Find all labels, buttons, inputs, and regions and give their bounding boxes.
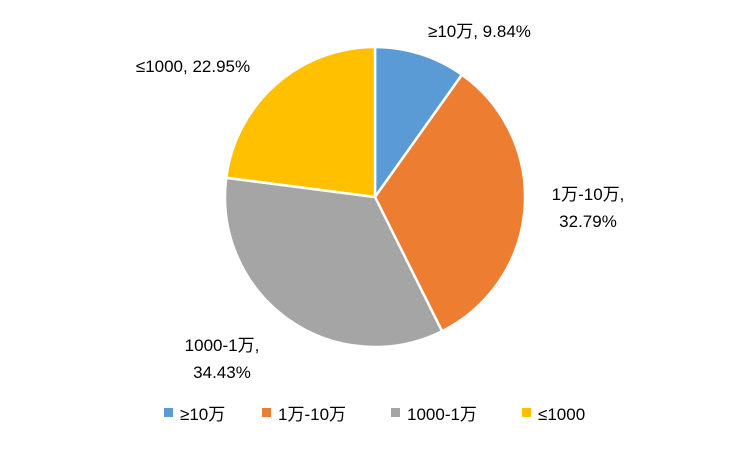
data-label-1: 1万-10万, 32.79% xyxy=(552,185,625,231)
pie-slice-3 xyxy=(224,45,377,199)
legend-label-3: ≤1000 xyxy=(538,405,585,424)
pie-slice-0 xyxy=(373,45,464,199)
legend-label-0: ≥10万 xyxy=(180,405,225,424)
pie-slice-2 xyxy=(223,176,444,349)
legend-label-2: 1000-1万 xyxy=(407,405,477,424)
legend: ≥10万 1万-10万 1000-1万 ≤1000 xyxy=(164,405,585,424)
legend-item-0: ≥10万 xyxy=(164,405,225,424)
legend-swatch-3 xyxy=(522,408,531,417)
legend-item-2: 1000-1万 xyxy=(391,405,477,424)
legend-item-1: 1万-10万 xyxy=(262,405,346,424)
legend-swatch-0 xyxy=(164,408,173,417)
legend-label-1: 1万-10万 xyxy=(278,405,346,424)
legend-swatch-2 xyxy=(391,408,400,417)
legend-item-3: ≤1000 xyxy=(522,405,585,424)
data-label-2: 1000-1万, 34.43% xyxy=(185,336,260,382)
pie-slice-1 xyxy=(373,73,527,333)
data-label-3: ≤1000, 22.95% xyxy=(136,57,250,76)
pie-slices xyxy=(223,45,527,349)
pie-data-labels: ≥10万, 9.84% 1万-10万, 32.79% 1000-1万, 34.43% ≤1… xyxy=(136,22,625,382)
legend-swatch-1 xyxy=(262,408,271,417)
data-label-0: ≥10万, 9.84% xyxy=(428,22,531,41)
